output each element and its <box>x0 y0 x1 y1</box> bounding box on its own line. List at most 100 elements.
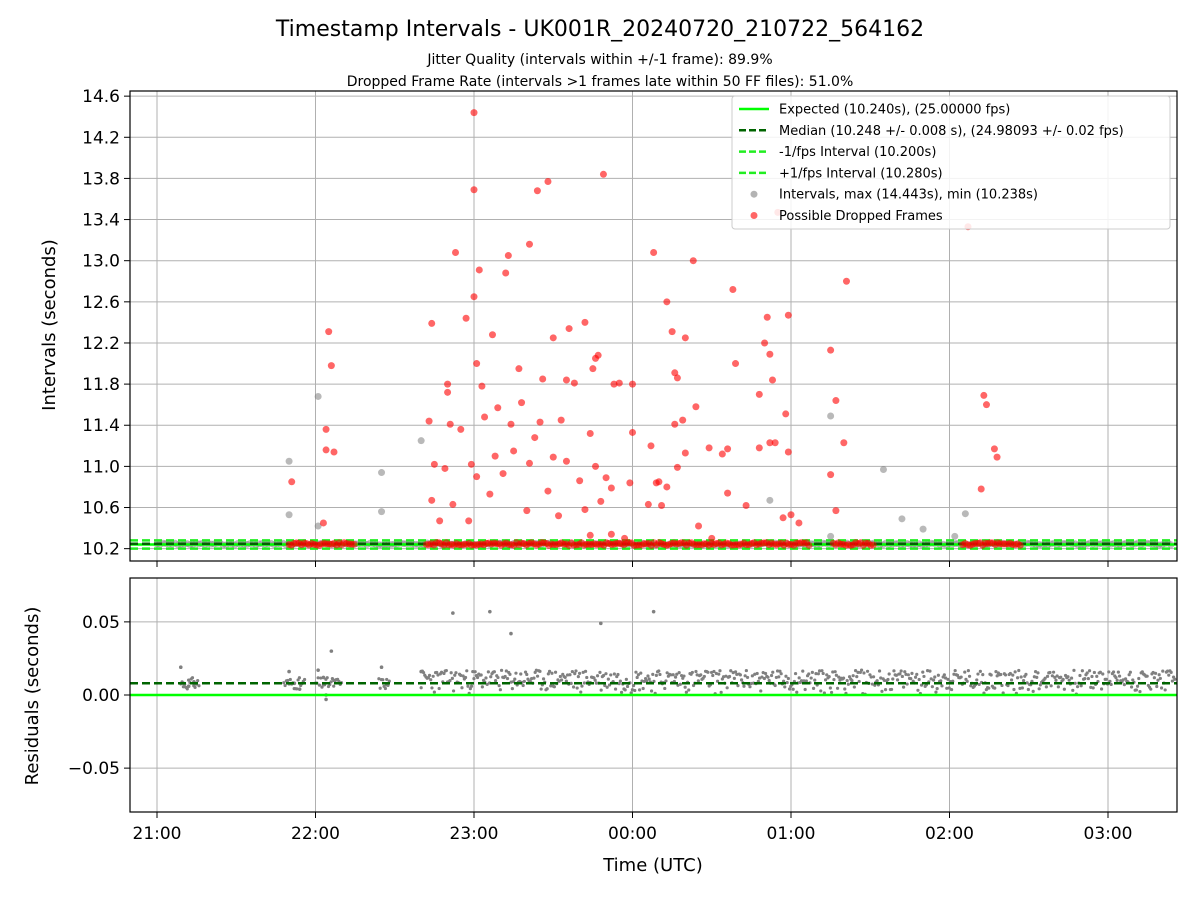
bottom-y-tick-label: −0.05 <box>68 759 120 779</box>
residual-point <box>814 672 818 676</box>
residual-point <box>706 670 710 674</box>
dropped-frame-point <box>444 388 452 396</box>
dropped-frame-point <box>827 471 835 479</box>
residual-point <box>965 679 969 684</box>
residual-point <box>1145 674 1149 678</box>
residual-point <box>749 681 753 686</box>
residual-point <box>522 679 526 684</box>
residual-point <box>832 677 836 682</box>
dropped-frame-point <box>586 429 594 437</box>
residual-point <box>1035 675 1039 679</box>
residual-point <box>865 669 870 673</box>
residual-point <box>901 685 906 689</box>
residual-point <box>1067 678 1071 682</box>
dropped-frame-point <box>581 318 589 326</box>
residual-point <box>1078 673 1082 678</box>
dropped-frame-point <box>444 380 452 388</box>
bottom-x-tick-label: 00:00 <box>608 824 657 844</box>
residual-point <box>999 672 1003 677</box>
legend-entry-label: Expected (10.240s), (25.00000 fps) <box>779 103 1010 118</box>
residual-point <box>777 675 781 679</box>
residual-point <box>816 672 820 676</box>
dropped-frame-point <box>766 439 774 447</box>
residual-point <box>332 678 336 683</box>
residual-point <box>324 697 328 702</box>
dropped-frame-point <box>761 339 769 347</box>
residual-point <box>966 669 970 673</box>
residual-point <box>580 684 584 688</box>
chart-title: Timestamp Intervals - UK001R_20240720_21… <box>275 17 924 42</box>
residual-point <box>903 670 907 674</box>
residual-point <box>987 686 991 690</box>
residual-point <box>743 674 747 678</box>
dropped-frame-point <box>663 298 671 306</box>
interval-point <box>314 392 322 400</box>
residual-point <box>1059 675 1063 679</box>
residual-point <box>767 678 771 683</box>
dropped-frame-point <box>322 425 330 433</box>
residual-point <box>894 673 898 677</box>
dropped-frame-point <box>597 497 605 505</box>
residual-point <box>1127 673 1131 677</box>
residual-point <box>855 675 859 679</box>
residual-point <box>977 682 981 687</box>
residual-point <box>592 676 596 680</box>
residual-point <box>687 688 691 692</box>
dropped-frame-point <box>288 478 296 486</box>
dropped-frame-point <box>610 380 618 388</box>
residual-point <box>1121 678 1125 682</box>
residual-point <box>916 688 920 692</box>
residual-point <box>319 676 323 680</box>
residual-point <box>717 672 721 676</box>
dropped-frame-point <box>607 530 615 538</box>
interval-point <box>951 532 959 540</box>
residual-point <box>325 676 329 680</box>
residual-point <box>943 676 948 680</box>
residual-point <box>1075 685 1080 689</box>
residual-point <box>186 684 191 689</box>
residual-point <box>1003 673 1008 677</box>
residual-point <box>1085 671 1089 675</box>
residual-point <box>186 678 191 682</box>
residual-point <box>286 678 290 683</box>
residual-point <box>1066 675 1070 679</box>
residual-point <box>185 687 189 691</box>
dropped-frame-point <box>599 170 607 178</box>
residual-point <box>1129 685 1134 689</box>
dropped-frame-point <box>842 277 850 285</box>
residual-point <box>541 677 546 681</box>
residual-point <box>1163 688 1167 692</box>
residual-point <box>419 669 423 674</box>
residual-point <box>843 687 847 691</box>
dropped-frame-point <box>679 416 687 424</box>
dropped-frame-point <box>681 449 689 457</box>
residual-point <box>875 679 879 683</box>
dropped-frame-point <box>494 404 502 412</box>
residual-point <box>981 673 985 677</box>
residual-point <box>1006 683 1010 688</box>
residual-point <box>564 679 568 683</box>
residual-point <box>317 683 321 687</box>
residual-point <box>952 672 956 676</box>
legend-entry-label: Median (10.248 +/- 0.008 s), (24.98093 +… <box>779 124 1124 139</box>
residual-point <box>1107 670 1111 674</box>
residual-point <box>869 675 873 679</box>
residual-point <box>1153 671 1158 675</box>
residual-point <box>1101 672 1105 676</box>
residual-point <box>505 676 510 681</box>
residual-point <box>459 673 463 677</box>
residual-point <box>642 679 646 684</box>
residual-point <box>282 681 286 685</box>
residual-point <box>193 685 197 689</box>
dropped-frame-point <box>565 325 573 333</box>
residual-point <box>1173 677 1177 681</box>
dropped-frame-point <box>602 474 610 482</box>
dropped-frame-point <box>462 314 470 322</box>
interval-point <box>879 465 887 473</box>
residual-point <box>460 686 464 690</box>
residual-point <box>870 682 874 686</box>
residual-point <box>931 678 936 682</box>
residual-point <box>1114 675 1118 680</box>
residual-point <box>762 676 766 681</box>
